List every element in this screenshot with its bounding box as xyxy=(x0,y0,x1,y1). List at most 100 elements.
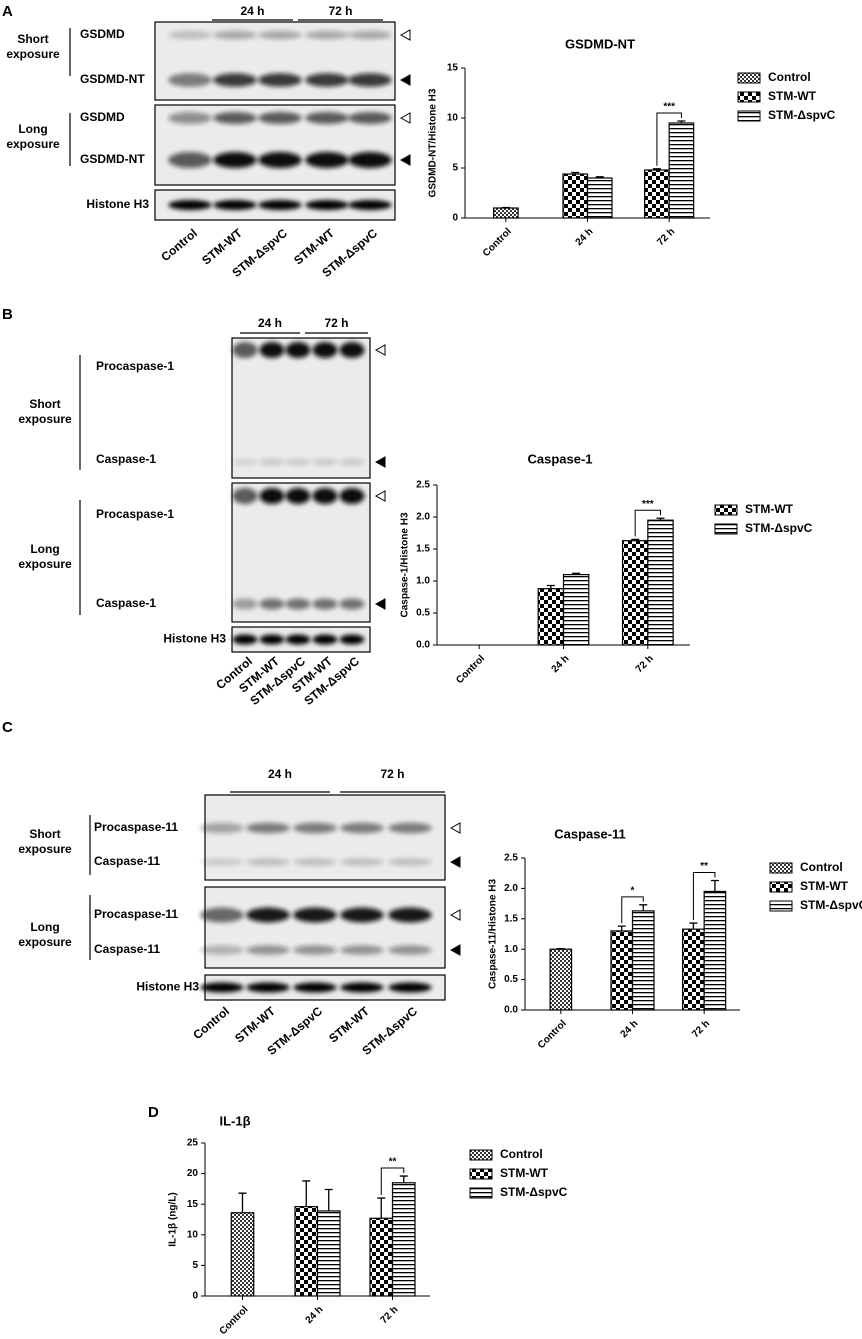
band-label: Procaspase-1 xyxy=(96,507,174,521)
band xyxy=(259,634,285,645)
lane-label: STM-WT xyxy=(232,1004,278,1046)
error-bar xyxy=(377,1197,386,1219)
band xyxy=(168,30,212,40)
legend-swatch xyxy=(469,1149,493,1161)
band xyxy=(312,634,338,645)
legend-swatch xyxy=(469,1187,493,1199)
band-label: Caspase-11 xyxy=(94,854,160,868)
significance-label: * xyxy=(631,885,635,896)
legend-swatch xyxy=(769,900,793,912)
band xyxy=(259,342,285,358)
arrow-filled xyxy=(399,154,411,166)
band xyxy=(348,73,392,87)
band xyxy=(293,982,337,993)
y-tick-label: 2.5 xyxy=(416,480,430,491)
panel-letter: A xyxy=(2,3,13,20)
band xyxy=(285,458,311,466)
significance-bracket xyxy=(621,896,644,924)
lane-label: STM-WT xyxy=(326,1004,372,1046)
band xyxy=(285,634,311,645)
y-tick-label: 5 xyxy=(192,1260,198,1271)
arrow-open xyxy=(374,490,386,502)
band xyxy=(388,982,432,993)
x-tick-label: Control xyxy=(481,226,514,259)
loading-label: Histone H3 xyxy=(86,197,149,211)
y-axis-label: Caspase-11/Histone H3 xyxy=(488,879,499,989)
arrow-filled xyxy=(399,74,411,86)
exposure-label: Long exposure xyxy=(6,122,60,151)
bar xyxy=(644,169,670,219)
exposure-label: Short exposure xyxy=(18,827,72,856)
significance-bracket xyxy=(634,509,661,537)
group-label: 24 h xyxy=(268,767,292,781)
band xyxy=(200,858,244,866)
band xyxy=(246,982,290,993)
band xyxy=(246,907,290,923)
band xyxy=(200,982,244,993)
x-tick-label: Control xyxy=(536,1018,569,1051)
band-label: GSDMD xyxy=(80,110,125,124)
band xyxy=(259,488,285,504)
y-tick-label: 10 xyxy=(447,113,459,124)
band xyxy=(259,458,285,466)
group-label: 72 h xyxy=(328,4,352,18)
legend-swatch xyxy=(714,523,738,535)
y-tick-label: 0 xyxy=(452,213,458,224)
band xyxy=(340,945,384,955)
y-tick-label: 2.0 xyxy=(416,512,430,523)
legend-label: STM-ΔspvC xyxy=(800,898,862,912)
error-bar xyxy=(399,1175,408,1183)
arrow-open xyxy=(449,909,461,921)
loading-label: Histone H3 xyxy=(136,980,199,994)
y-tick-label: 25 xyxy=(187,1138,199,1149)
band-label: Procaspase-11 xyxy=(94,820,178,834)
error-bar xyxy=(710,879,719,892)
error-bar xyxy=(689,922,698,930)
band xyxy=(312,488,338,504)
bar xyxy=(492,207,519,219)
band-label: GSDMD-NT xyxy=(80,152,145,166)
bar xyxy=(668,122,695,219)
band xyxy=(388,907,432,923)
band xyxy=(232,342,258,358)
band xyxy=(200,907,244,923)
band xyxy=(312,342,338,358)
arrow-filled xyxy=(449,944,461,956)
bar xyxy=(537,588,565,646)
band xyxy=(339,598,365,610)
x-tick-label: 24 h xyxy=(574,226,596,248)
group-label: 72 h xyxy=(324,316,348,330)
panel-letter: C xyxy=(2,719,13,736)
band xyxy=(293,907,337,923)
band xyxy=(168,73,212,87)
legend-swatch xyxy=(469,1168,493,1180)
arrow-open xyxy=(399,29,411,41)
band xyxy=(340,822,384,834)
band xyxy=(246,858,290,866)
arrow-open xyxy=(399,112,411,124)
band xyxy=(213,200,257,210)
group-label: 24 h xyxy=(258,316,282,330)
bar xyxy=(562,573,590,646)
error-bar xyxy=(572,572,581,575)
y-tick-label: 1.5 xyxy=(504,913,518,924)
band xyxy=(293,822,337,834)
error-bar xyxy=(617,925,626,931)
exposure-label: Long exposure xyxy=(18,920,72,949)
legend-label: STM-ΔspvC xyxy=(768,108,836,122)
bar xyxy=(562,173,589,219)
y-tick-label: 15 xyxy=(447,63,459,74)
band xyxy=(232,488,258,504)
bar xyxy=(631,910,655,1011)
error-bar xyxy=(302,1180,311,1207)
chart-title: IL-1β xyxy=(219,1113,250,1128)
legend-label: Control xyxy=(800,860,843,874)
x-tick-label: 72 h xyxy=(655,226,677,248)
error-bar xyxy=(677,120,686,123)
bar xyxy=(703,890,727,1011)
bar xyxy=(230,1212,255,1297)
arrow-open xyxy=(449,822,461,834)
lane-label: Control xyxy=(158,226,200,264)
significance-bracket xyxy=(692,871,716,921)
group-label: 72 h xyxy=(380,767,404,781)
